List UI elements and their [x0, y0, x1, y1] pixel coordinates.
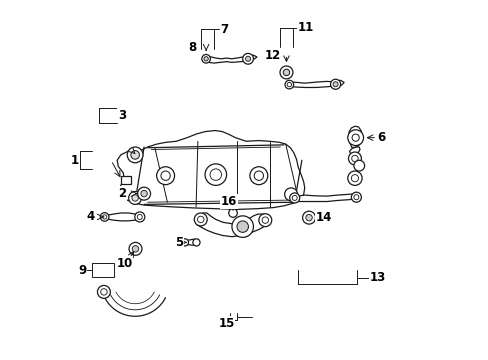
Circle shape: [181, 239, 188, 246]
Polygon shape: [102, 213, 141, 221]
Polygon shape: [292, 194, 357, 202]
Circle shape: [353, 195, 358, 200]
Text: 3: 3: [118, 109, 126, 122]
Circle shape: [194, 213, 207, 226]
Circle shape: [330, 79, 340, 89]
Text: 15: 15: [218, 317, 234, 330]
Text: 5: 5: [175, 236, 183, 249]
Polygon shape: [247, 55, 257, 61]
Circle shape: [141, 190, 147, 197]
Text: 10: 10: [116, 257, 132, 270]
Circle shape: [353, 160, 364, 171]
Circle shape: [192, 239, 200, 246]
Circle shape: [204, 164, 226, 185]
Circle shape: [254, 171, 263, 180]
Text: 6: 6: [377, 131, 385, 144]
Circle shape: [231, 216, 253, 237]
Circle shape: [137, 187, 150, 200]
Circle shape: [129, 242, 142, 255]
Circle shape: [351, 134, 359, 141]
Text: 1: 1: [71, 154, 79, 167]
Circle shape: [135, 212, 144, 222]
Text: 16: 16: [220, 195, 236, 208]
Circle shape: [348, 152, 361, 165]
Circle shape: [197, 216, 203, 223]
Circle shape: [228, 209, 237, 217]
Polygon shape: [196, 213, 270, 237]
Circle shape: [132, 195, 138, 201]
Circle shape: [332, 82, 337, 87]
Circle shape: [237, 221, 248, 232]
Bar: [92, 263, 113, 277]
Polygon shape: [183, 239, 198, 245]
Polygon shape: [335, 80, 344, 86]
Circle shape: [351, 192, 361, 202]
Polygon shape: [349, 147, 359, 156]
Circle shape: [262, 217, 268, 224]
Text: 12: 12: [264, 49, 281, 62]
Circle shape: [132, 246, 139, 252]
Text: 14: 14: [315, 211, 332, 224]
Circle shape: [258, 214, 271, 226]
Circle shape: [128, 192, 142, 204]
Circle shape: [245, 56, 250, 61]
Circle shape: [280, 66, 292, 79]
Circle shape: [285, 80, 293, 89]
Circle shape: [97, 285, 110, 298]
Circle shape: [156, 167, 174, 185]
Circle shape: [102, 215, 106, 219]
Text: 4: 4: [87, 211, 95, 224]
Circle shape: [127, 147, 142, 163]
Circle shape: [202, 54, 210, 63]
Circle shape: [161, 171, 170, 180]
Circle shape: [249, 167, 267, 185]
Circle shape: [137, 215, 142, 220]
Polygon shape: [348, 126, 362, 148]
Text: 13: 13: [369, 271, 385, 284]
Circle shape: [347, 171, 362, 185]
Circle shape: [203, 57, 208, 61]
Text: 9: 9: [78, 264, 86, 277]
Circle shape: [101, 289, 107, 295]
Text: 2: 2: [118, 187, 126, 200]
Circle shape: [131, 150, 139, 159]
Circle shape: [347, 130, 363, 145]
Text: 8: 8: [188, 41, 196, 54]
Circle shape: [351, 155, 357, 162]
Circle shape: [351, 175, 358, 182]
Polygon shape: [202, 56, 251, 63]
Circle shape: [242, 53, 253, 64]
Text: 7: 7: [220, 23, 228, 36]
Polygon shape: [286, 81, 336, 87]
Bar: [121, 176, 131, 184]
Polygon shape: [117, 131, 304, 210]
Circle shape: [210, 169, 221, 180]
Circle shape: [286, 82, 291, 87]
Circle shape: [283, 69, 289, 76]
Bar: [283, 69, 289, 76]
Circle shape: [302, 211, 315, 224]
Circle shape: [305, 215, 312, 221]
Circle shape: [100, 213, 109, 221]
Circle shape: [289, 193, 299, 203]
Circle shape: [284, 188, 297, 201]
Circle shape: [292, 195, 297, 201]
Text: 11: 11: [298, 21, 314, 34]
